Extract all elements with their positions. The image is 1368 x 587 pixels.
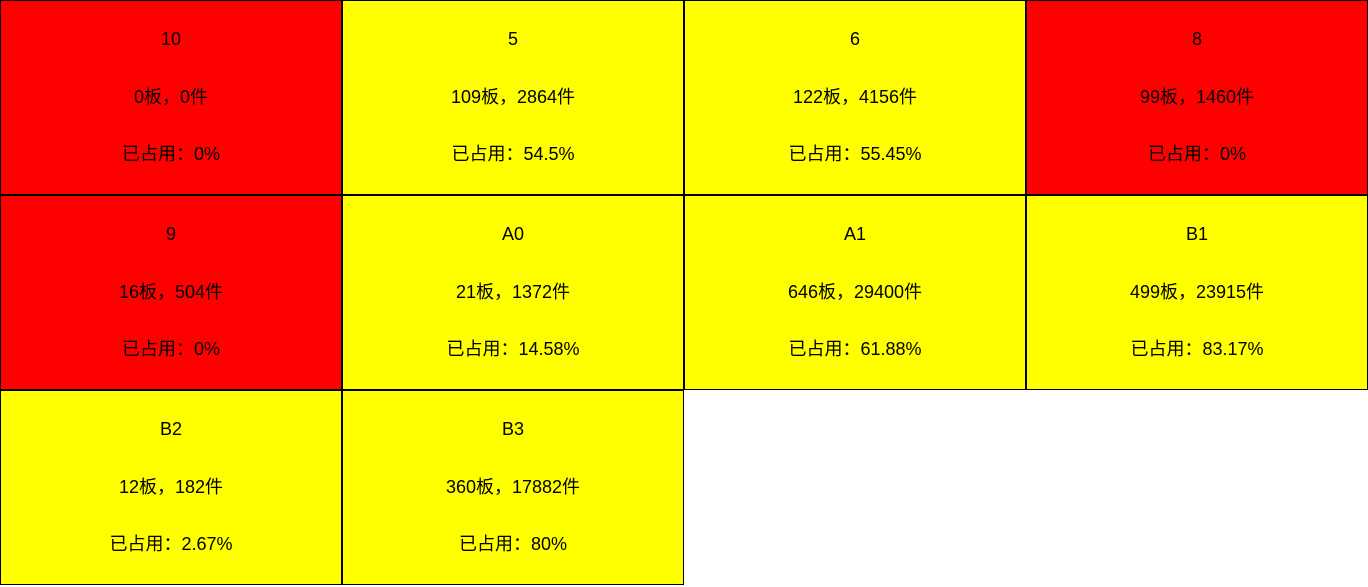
cell-id: 9: [166, 224, 176, 246]
cell-counts: 12板，182件: [119, 477, 223, 499]
cell-id: 8: [1192, 29, 1202, 51]
storage-cell-A1[interactable]: A1 646板，29400件已占用：61.88%: [684, 195, 1026, 390]
storage-cell-6[interactable]: 6 122板，4156件已占用：55.45%: [684, 0, 1026, 195]
cell-usage: 已占用：0%: [1148, 144, 1246, 166]
cell-counts: 99板，1460件: [1140, 87, 1254, 109]
cell-counts: 360板，17882件: [446, 477, 580, 499]
storage-cell-8[interactable]: 8 99板，1460件已占用：0%: [1026, 0, 1368, 195]
cell-counts: 499板，23915件: [1130, 282, 1264, 304]
storage-cell-B3[interactable]: B3 360板，17882件已占用：80%: [342, 390, 684, 585]
cell-usage: 已占用：55.45%: [788, 144, 921, 166]
storage-grid: 10 0板，0件已占用：0% 5 109板，2864件已占用：54.5% 6 122板，4…: [0, 0, 1368, 585]
cell-id: A0: [502, 224, 524, 246]
cell-id: B2: [160, 419, 182, 441]
storage-cell-A0[interactable]: A0 21板，1372件已占用：14.58%: [342, 195, 684, 390]
storage-cell-B1[interactable]: B1 499板，23915件已占用：83.17%: [1026, 195, 1368, 390]
cell-id: B3: [502, 419, 524, 441]
storage-cell-B2[interactable]: B2 12板，182件已占用：2.67%: [0, 390, 342, 585]
cell-usage: 已占用：0%: [122, 144, 220, 166]
cell-usage: 已占用：54.5%: [451, 144, 574, 166]
cell-counts: 122板，4156件: [793, 87, 917, 109]
empty-cell: [684, 390, 1026, 585]
cell-counts: 109板，2864件: [451, 87, 575, 109]
cell-id: 10: [161, 29, 181, 51]
cell-usage: 已占用：0%: [122, 339, 220, 361]
cell-counts: 16板，504件: [119, 282, 223, 304]
cell-id: 5: [508, 29, 518, 51]
cell-usage: 已占用：83.17%: [1130, 339, 1263, 361]
cell-counts: 0板，0件: [134, 87, 208, 109]
cell-id: B1: [1186, 224, 1208, 246]
storage-cell-9[interactable]: 9 16板，504件已占用：0%: [0, 195, 342, 390]
cell-counts: 646板，29400件: [788, 282, 922, 304]
cell-usage: 已占用：80%: [459, 534, 567, 556]
cell-usage: 已占用：2.67%: [109, 534, 232, 556]
empty-cell: [1026, 390, 1368, 585]
cell-usage: 已占用：61.88%: [788, 339, 921, 361]
storage-cell-5[interactable]: 5 109板，2864件已占用：54.5%: [342, 0, 684, 195]
cell-id: A1: [844, 224, 866, 246]
storage-cell-10[interactable]: 10 0板，0件已占用：0%: [0, 0, 342, 195]
cell-id: 6: [850, 29, 860, 51]
cell-counts: 21板，1372件: [456, 282, 570, 304]
cell-usage: 已占用：14.58%: [446, 339, 579, 361]
